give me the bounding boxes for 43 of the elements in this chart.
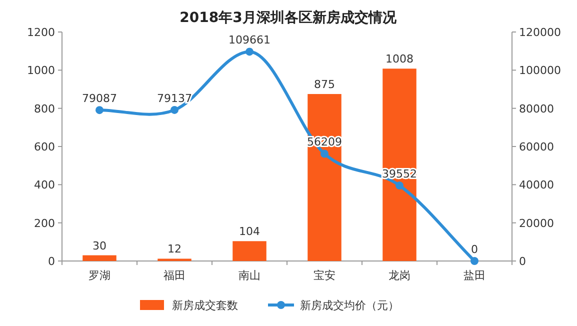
point xyxy=(470,257,478,265)
data-label: 104 xyxy=(239,225,260,238)
y-tick-label: 0 xyxy=(48,255,55,268)
y2-tick-label: 40000 xyxy=(519,178,554,192)
x-tick-label: 罗湖 xyxy=(88,269,110,282)
bar xyxy=(382,68,416,261)
bar xyxy=(308,94,342,261)
y-tick-label: 400 xyxy=(34,178,55,192)
y2-tick-label: 100000 xyxy=(519,64,561,78)
point xyxy=(396,182,404,190)
y-tick-label: 800 xyxy=(34,102,55,116)
legend-label: 新房成交均价（元） xyxy=(300,299,399,312)
data-label: 0 xyxy=(471,243,478,256)
data-label: 1008 xyxy=(386,52,414,66)
x-tick-label: 龙岗 xyxy=(388,269,410,282)
data-label: 79087 xyxy=(82,92,117,106)
bar xyxy=(82,255,116,261)
data-label: 12 xyxy=(168,242,182,256)
y2-tick-label: 0 xyxy=(519,255,526,268)
x-tick-label: 福田 xyxy=(164,269,186,282)
y-tick-label: 1200 xyxy=(27,26,55,39)
y-tick-label: 600 xyxy=(34,140,55,154)
chart-title: 2018年3月深圳各区新房成交情况 xyxy=(180,9,398,26)
x-tick-label: 盐田 xyxy=(464,269,486,282)
y2-tick-label: 120000 xyxy=(519,26,561,39)
point xyxy=(246,48,254,56)
y2-tick-label: 20000 xyxy=(519,216,554,230)
x-tick-label: 宝安 xyxy=(314,269,336,282)
data-label: 39552 xyxy=(382,168,417,181)
data-label: 30 xyxy=(92,239,106,252)
y2-tick-label: 60000 xyxy=(519,140,554,154)
y2-tick-label: 80000 xyxy=(519,102,554,116)
point xyxy=(320,150,328,158)
point xyxy=(170,106,178,114)
data-label: 875 xyxy=(314,78,335,92)
data-label: 109661 xyxy=(228,34,270,47)
bar xyxy=(232,241,266,261)
y-tick-label: 200 xyxy=(34,216,55,230)
data-label: 79137 xyxy=(157,92,192,105)
legend-label: 新房成交套数 xyxy=(172,299,238,312)
x-tick-label: 南山 xyxy=(238,269,260,282)
y-tick-label: 1000 xyxy=(27,64,55,78)
point xyxy=(96,106,104,114)
